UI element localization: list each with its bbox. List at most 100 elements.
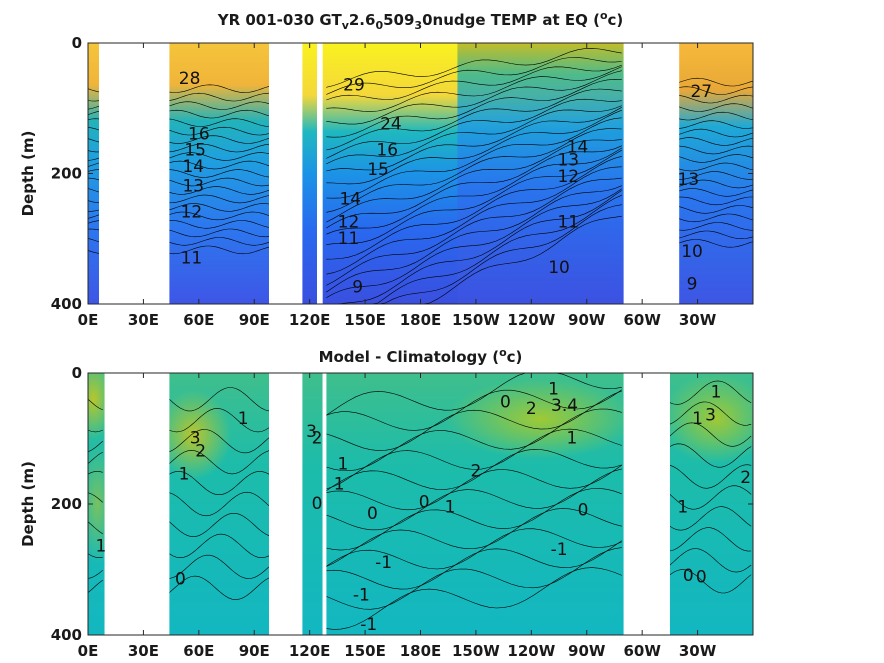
x-tick-label: 150W [452,311,500,329]
y-axis-label: Depth (m) [19,461,37,547]
contour-line [669,569,752,594]
contour-line [669,527,752,552]
title-part: 509 [383,11,414,29]
x-tick-label: 30E [128,642,159,660]
contour-line [326,389,622,431]
contour-line [88,118,100,120]
contour-line [326,408,622,472]
contour-line [326,194,622,304]
contour-label: 3 [705,406,716,426]
x-tick-label: 120W [507,311,555,329]
title-superscript: o [499,346,507,359]
contour-line [88,220,100,224]
contour-line [326,188,622,298]
contour-label: 29 [343,75,365,95]
contour-line [326,98,622,159]
warm-anomaly [661,373,753,464]
contour-label: 1 [179,465,190,485]
x-tick-label: 60E [183,311,214,329]
contour-line [679,196,753,206]
contour-label: 1 [445,497,456,517]
contour-line [326,139,622,223]
x-tick-label: 30W [679,311,717,329]
contour-line [169,237,270,246]
contour-line [88,127,100,131]
contour-label: 10 [681,242,703,262]
title-end: c) [507,348,523,366]
contour-line [88,100,100,102]
contour-line [669,485,752,510]
y-tick-label: 0 [72,364,82,382]
x-tick-label: 90E [239,642,270,660]
contour-line [326,215,622,304]
contour-line [326,508,622,567]
contour-line [88,579,103,593]
contour-line [88,169,100,172]
contour-label: 1 [334,474,345,494]
contour-line [326,185,622,293]
contour-line [169,491,270,517]
contour-line [326,88,622,151]
contour-line [669,401,752,426]
contour-line [88,209,100,212]
contour-line [88,188,100,193]
contour-line [169,203,270,212]
contour-line [169,84,270,93]
contour-label: 13 [678,170,700,190]
contour-line [169,245,270,255]
contour-line [669,422,752,447]
x-tick-label: 150W [452,642,500,660]
contour-line [169,554,270,579]
contour-line [326,128,622,213]
contour-line [88,492,103,503]
panel-title: Model - Climatology (oc) [319,346,523,366]
x-tick-label: 90W [568,311,606,329]
x-tick-label: 120E [289,642,331,660]
x-tick-label: 150E [344,311,386,329]
contour-line [679,205,753,214]
contour-line [326,488,622,551]
contour-line [169,211,270,221]
contour-label: 0 [312,494,323,514]
plot-area: 2816151413121129241615141211914131211102… [88,43,753,304]
contour-label: 2 [740,468,751,488]
contour-label: 15 [367,160,389,180]
contour-label: 1 [692,409,703,429]
title-main: YR 001-030 GT [217,11,343,29]
contour-line [326,540,622,590]
contour-line [326,528,622,570]
land-mask [99,43,170,304]
contour-line [169,126,270,136]
contour-line [326,147,622,235]
contour-line [169,194,270,204]
contour-line [169,533,270,559]
contour-line [326,64,622,101]
title-end: c) [608,11,624,29]
contour-line [326,109,622,185]
contour-label: 13 [557,150,579,170]
contour-line [326,57,622,95]
land-mask [322,373,327,635]
contour-line [169,429,270,454]
land-mask [623,373,670,635]
contour-line [88,138,100,143]
x-tick-label: 0E [78,311,99,329]
contour-label: 11 [338,229,360,249]
y-tick-label: 0 [72,34,82,52]
contour-label: 0 [683,566,694,586]
contour-line [88,429,103,433]
temperature-panel: YR 001-030 GTv2.6050930nudge TEMP at EQ … [19,9,754,329]
y-tick-label: 400 [51,295,82,313]
contour-line [88,451,103,464]
contour-line [326,428,622,490]
land-mask [623,43,680,304]
contour-label: 0 [696,567,707,587]
panel-title: YR 001-030 GTv2.6050930nudge TEMP at EQ … [217,9,624,32]
contour-line [679,94,753,104]
contour-line [326,70,622,125]
contour-line [326,105,622,165]
contour-line [326,78,622,138]
land-mask [269,373,303,635]
x-tick-label: 60E [183,642,214,660]
